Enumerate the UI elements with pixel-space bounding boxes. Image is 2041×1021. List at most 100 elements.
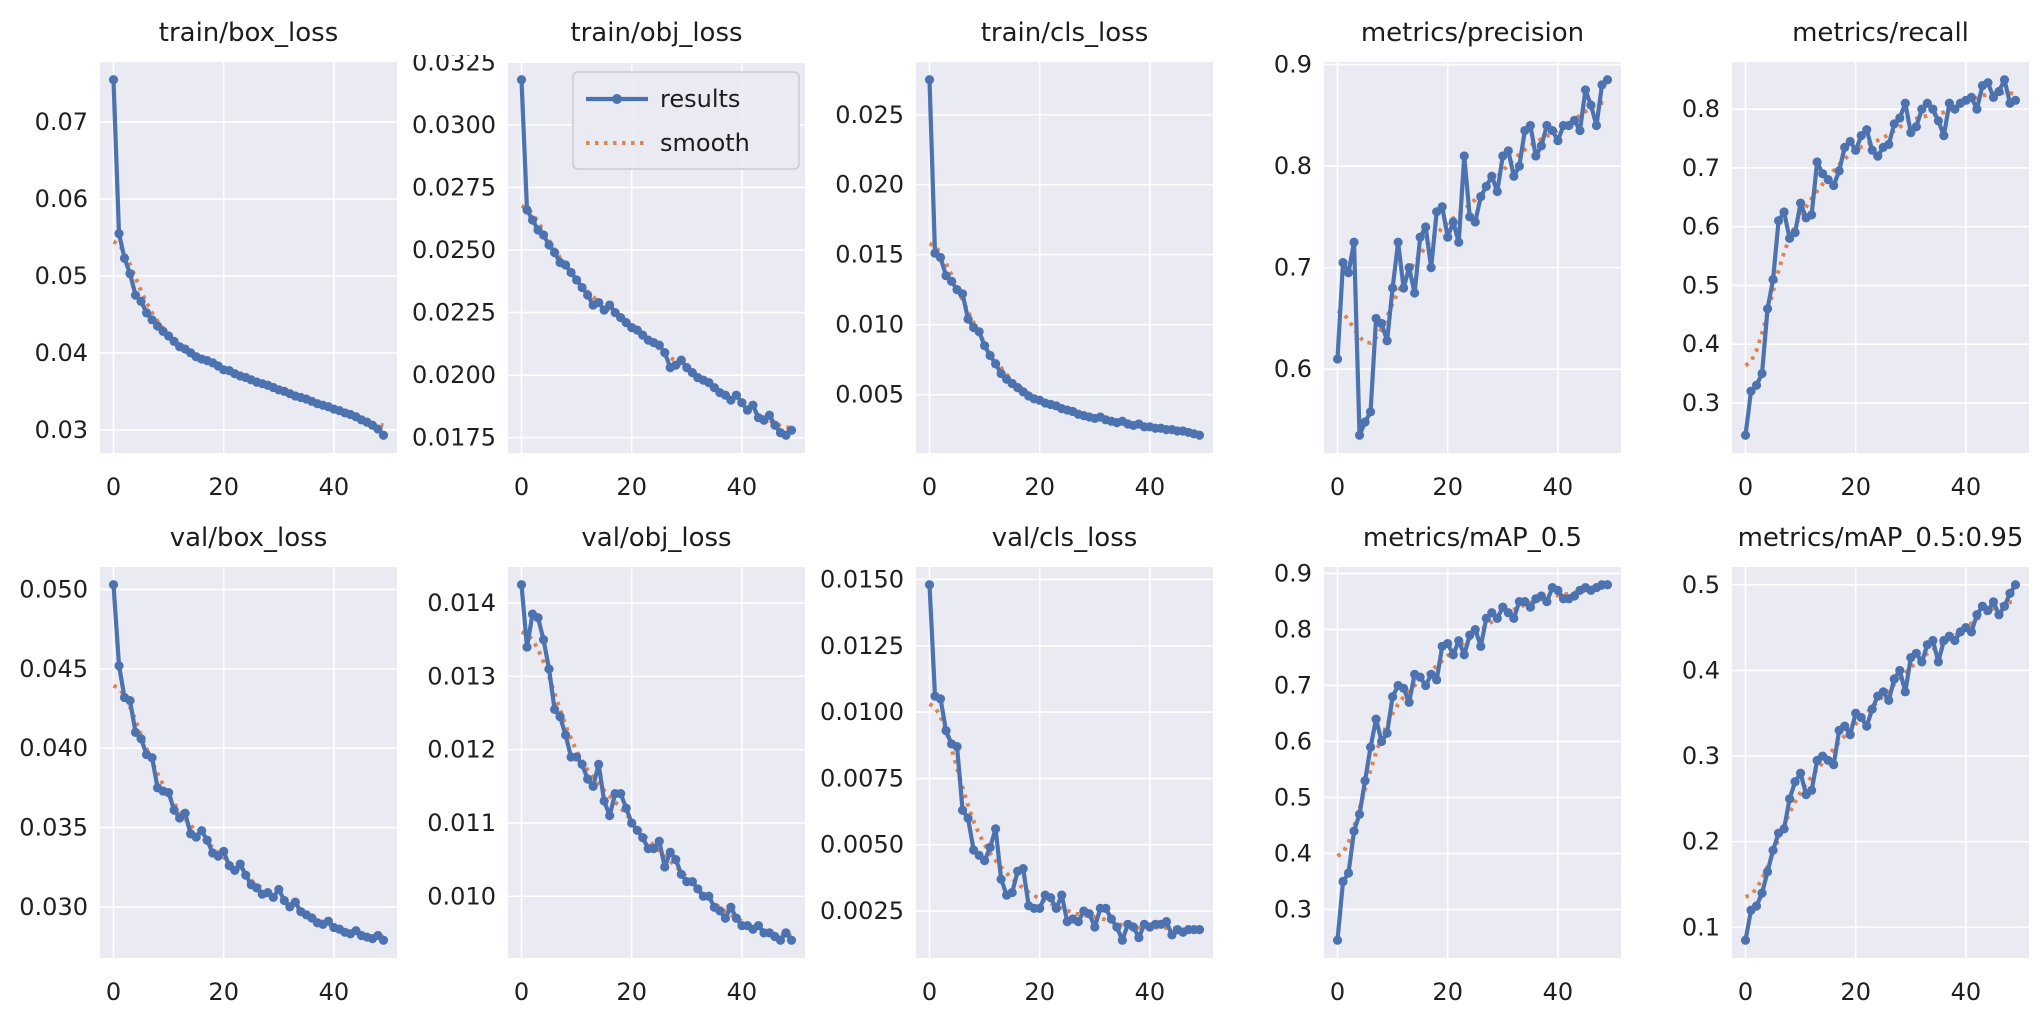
svg-text:0.0200: 0.0200 [412, 361, 496, 389]
svg-text:40: 40 [1543, 473, 1574, 501]
svg-text:0.012: 0.012 [427, 736, 496, 764]
svg-text:0: 0 [1330, 473, 1345, 501]
svg-text:0.035: 0.035 [19, 814, 88, 842]
svg-text:0.030: 0.030 [19, 893, 88, 921]
svg-text:0.05: 0.05 [35, 262, 88, 290]
x-tick-labels: 0 20 40 [514, 473, 757, 501]
plot-canvas-train-cls_loss: 0.005 0.010 0.015 0.020 0.025 0 20 40 [835, 62, 1213, 501]
y-tick-labels: 0.6 0.7 0.8 0.9 [1274, 55, 1312, 383]
plot-bg [916, 62, 1213, 453]
y-tick-labels: 0.3 0.4 0.5 0.6 0.7 0.8 0.9 [1274, 560, 1312, 923]
svg-text:0.2: 0.2 [1682, 828, 1720, 856]
plot-title: metrics/recall [1792, 18, 1969, 48]
svg-text:0: 0 [106, 473, 121, 501]
svg-text:40: 40 [1543, 978, 1574, 1006]
svg-text:0.6: 0.6 [1682, 213, 1720, 241]
results-markers [924, 580, 1205, 945]
plot-canvas-train-box_loss: 0.03 0.04 0.05 0.06 0.07 0 20 40 [35, 62, 397, 501]
svg-text:0.045: 0.045 [19, 655, 88, 683]
svg-text:0.3: 0.3 [1274, 895, 1312, 923]
x-tick-labels: 0 20 40 [1330, 473, 1573, 501]
svg-text:0.010: 0.010 [835, 311, 904, 339]
svg-text:40: 40 [319, 978, 350, 1006]
svg-text:20: 20 [1432, 978, 1463, 1006]
svg-text:0.0225: 0.0225 [412, 299, 496, 327]
svg-text:0.04: 0.04 [35, 339, 88, 367]
subplot-metrics-recall: metrics/recall 0.3 0.4 0.5 0.6 0.7 0.8 0 20 40 [1632, 5, 2040, 510]
svg-text:40: 40 [319, 473, 350, 501]
plot-title: metrics/mAP_0.5 [1362, 523, 1583, 553]
x-tick-labels: 0 20 40 [1738, 978, 1981, 1006]
plot-canvas-val-box_loss: 0.030 0.035 0.040 0.045 0.050 0 20 40 [19, 567, 397, 1006]
svg-text:20: 20 [1024, 473, 1055, 501]
subplot-val-cls_loss: val/cls_loss 0.0025 0.0050 0.0075 0.0100 0.0… [816, 510, 1224, 1015]
svg-text:0.5: 0.5 [1274, 783, 1312, 811]
svg-text:0.0025: 0.0025 [820, 897, 904, 925]
y-tick-labels: 0.030 0.035 0.040 0.045 0.050 [19, 576, 88, 921]
svg-text:0.0275: 0.0275 [412, 173, 496, 201]
plot-title: val/cls_loss [991, 523, 1138, 553]
svg-text:0: 0 [922, 978, 937, 1006]
svg-text:0: 0 [1738, 978, 1753, 1006]
subplot-train-obj_loss: train/obj_loss 0.0175 0.0200 0.0225 0.0250 0… [408, 5, 816, 510]
svg-text:20: 20 [1024, 978, 1055, 1006]
svg-text:0.0150: 0.0150 [820, 565, 904, 593]
svg-text:0.1: 0.1 [1682, 913, 1720, 941]
plot-title: metrics/mAP_0.5:0.95 [1737, 523, 2024, 553]
svg-text:0.0100: 0.0100 [820, 698, 904, 726]
x-tick-labels: 0 20 40 [106, 473, 349, 501]
plot-title: train/box_loss [158, 18, 339, 48]
subplot-val-obj_loss: val/obj_loss 0.010 0.011 0.012 0.013 0.014 0 2… [408, 510, 816, 1015]
gridlines [100, 567, 397, 958]
svg-text:0.005: 0.005 [835, 381, 904, 409]
plot-bg [508, 567, 805, 958]
subplot-metrics-mAP_0.5-0.95: metrics/mAP_0.5:0.95 0.1 0.2 0.3 0.4 0.5 0 20 4… [1632, 510, 2040, 1015]
svg-text:0: 0 [514, 978, 529, 1006]
plot-title: train/cls_loss [980, 18, 1149, 48]
legend-label-results: results [660, 85, 740, 113]
svg-text:0.7: 0.7 [1274, 254, 1312, 282]
plot-canvas-metrics-mAP_0.5: 0.3 0.4 0.5 0.6 0.7 0.8 0.9 0 20 40 [1274, 560, 1621, 1006]
svg-text:0.6: 0.6 [1274, 728, 1312, 756]
gridlines [100, 62, 397, 453]
svg-text:0.5: 0.5 [1682, 571, 1720, 599]
svg-text:0.5: 0.5 [1682, 271, 1720, 299]
results-markers [1332, 75, 1613, 440]
subplot-val-box_loss: val/box_loss 0.030 0.035 0.040 0.045 0.050 0 2… [0, 510, 408, 1015]
plot-canvas-train-obj_loss: 0.0175 0.0200 0.0225 0.0250 0.0275 0.0300 0.03… [412, 55, 805, 501]
plot-canvas-metrics-precision: 0.6 0.7 0.8 0.9 0 20 40 [1274, 55, 1621, 501]
svg-text:0.0125: 0.0125 [820, 632, 904, 660]
subplot-train-box_loss: train/box_loss 0.03 0.04 0.05 0.06 0.07 0 20 40 [0, 5, 408, 510]
svg-text:20: 20 [208, 978, 239, 1006]
results-markers [516, 75, 797, 440]
results-markers [1740, 75, 2021, 440]
svg-text:0: 0 [514, 473, 529, 501]
svg-text:0.0250: 0.0250 [412, 236, 496, 264]
svg-text:40: 40 [1951, 978, 1982, 1006]
svg-text:40: 40 [727, 473, 758, 501]
subplot-metrics-precision: metrics/precision 0.6 0.7 0.8 0.9 0 20 40 [1224, 5, 1632, 510]
svg-text:0.07: 0.07 [35, 108, 88, 136]
svg-text:0.0175: 0.0175 [412, 424, 496, 452]
svg-text:0.8: 0.8 [1274, 152, 1312, 180]
plot-bg [100, 62, 397, 453]
x-tick-labels: 0 20 40 [1330, 978, 1573, 1006]
svg-text:0.040: 0.040 [19, 734, 88, 762]
svg-text:0.010: 0.010 [427, 882, 496, 910]
svg-text:0: 0 [1738, 473, 1753, 501]
svg-text:0.0325: 0.0325 [412, 55, 496, 76]
plot-title: train/obj_loss [570, 18, 743, 48]
results-markers [516, 580, 797, 945]
svg-text:0: 0 [922, 473, 937, 501]
gridlines [916, 62, 1213, 453]
x-tick-labels: 0 20 40 [1738, 473, 1981, 501]
subplot-train-cls_loss: train/cls_loss 0.005 0.010 0.015 0.020 0.025… [816, 5, 1224, 510]
plot-bg [100, 567, 397, 958]
svg-text:0: 0 [106, 978, 121, 1006]
svg-text:0.011: 0.011 [427, 809, 496, 837]
svg-text:0.06: 0.06 [35, 185, 88, 213]
svg-text:0.8: 0.8 [1682, 95, 1720, 123]
plot-bg [1732, 567, 2029, 958]
results-markers [108, 580, 389, 945]
